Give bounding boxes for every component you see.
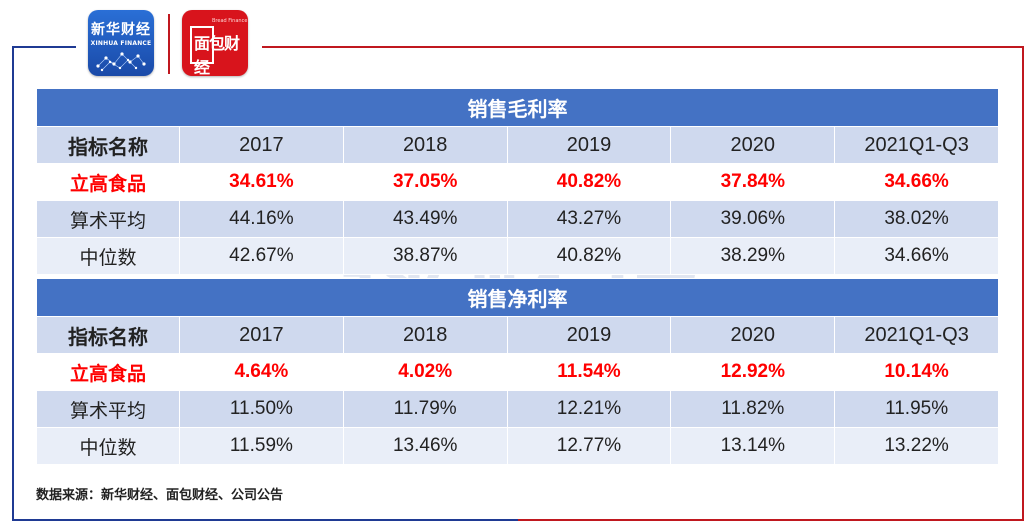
mianbao-logo-frame	[190, 26, 214, 64]
value-cell: 34.66%	[834, 237, 999, 275]
row-label: 算术平均	[36, 200, 180, 238]
network-dots-icon	[96, 52, 146, 72]
header-cell: 指标名称	[36, 316, 180, 354]
value-cell: 11.54%	[506, 353, 672, 391]
table-title: 销售净利率	[36, 278, 999, 317]
table-title-row: 销售净利率	[36, 278, 999, 317]
value-cell: 13.14%	[670, 427, 836, 465]
net-margin-table: 销售净利率 指标名称 2017 2018 2019 2020 2021Q1-Q3…	[36, 278, 999, 465]
mianbao-logo-english: Bread Finance	[212, 18, 248, 24]
gross-margin-table: 销售毛利率 指标名称 2017 2018 2019 2020 2021Q1-Q3…	[36, 88, 999, 275]
row-label: 算术平均	[36, 390, 180, 428]
table-row: 立高食品 34.61% 37.05% 40.82% 37.84% 34.66%	[36, 163, 999, 201]
value-cell: 37.84%	[670, 163, 836, 201]
value-cell: 38.87%	[342, 237, 508, 275]
value-cell: 13.22%	[834, 427, 999, 465]
frame-line-bottom	[12, 519, 1024, 521]
header-cell: 2021Q1-Q3	[834, 126, 999, 164]
value-cell: 10.14%	[834, 353, 999, 391]
table-row: 立高食品 4.64% 4.02% 11.54% 12.92% 10.14%	[36, 353, 999, 391]
value-cell: 4.64%	[179, 353, 344, 391]
value-cell: 11.82%	[670, 390, 836, 428]
header-cell: 2018	[342, 316, 508, 354]
table-header-row: 指标名称 2017 2018 2019 2020 2021Q1-Q3	[36, 126, 999, 164]
header-cell: 2020	[670, 126, 836, 164]
row-label: 中位数	[36, 237, 180, 275]
value-cell: 34.61%	[179, 163, 344, 201]
value-cell: 4.02%	[342, 353, 508, 391]
xinhua-logo-subtitle: XINHUA FINANCE	[90, 40, 152, 47]
header-cell: 2017	[179, 316, 344, 354]
table-row: 中位数 11.59% 13.46% 12.77% 13.14% 13.22%	[36, 427, 999, 465]
header-cell: 2019	[506, 126, 672, 164]
header-cell: 2020	[670, 316, 836, 354]
logo-separator	[168, 14, 170, 74]
header-cell: 2017	[179, 126, 344, 164]
value-cell: 38.02%	[834, 200, 999, 238]
mianbao-finance-logo: Bread Finance 面包财经	[182, 10, 248, 76]
value-cell: 12.92%	[670, 353, 836, 391]
table-title-row: 销售毛利率	[36, 88, 999, 127]
value-cell: 12.77%	[506, 427, 672, 465]
value-cell: 13.46%	[342, 427, 508, 465]
xinhua-finance-logo: 新华财经 XINHUA FINANCE	[88, 10, 154, 76]
frame-line-left	[12, 46, 14, 521]
mianbao-logo-name: 面包财经	[194, 34, 240, 76]
header-cell: 2018	[342, 126, 508, 164]
value-cell: 38.29%	[670, 237, 836, 275]
table-title: 销售毛利率	[36, 88, 999, 127]
table-row: 中位数 42.67% 38.87% 40.82% 38.29% 34.66%	[36, 237, 999, 275]
value-cell: 42.67%	[179, 237, 344, 275]
row-label: 中位数	[36, 427, 180, 465]
value-cell: 40.82%	[506, 237, 672, 275]
header-cell: 指标名称	[36, 126, 180, 164]
value-cell: 12.21%	[506, 390, 672, 428]
value-cell: 43.49%	[342, 200, 508, 238]
table-row: 算术平均 11.50% 11.79% 12.21% 11.82% 11.95%	[36, 390, 999, 428]
value-cell: 34.66%	[834, 163, 999, 201]
value-cell: 11.59%	[179, 427, 344, 465]
table-header-row: 指标名称 2017 2018 2019 2020 2021Q1-Q3	[36, 316, 999, 354]
data-source-note: 数据来源：新华财经、面包财经、公司公告	[36, 488, 284, 503]
value-cell: 11.95%	[834, 390, 999, 428]
value-cell: 37.05%	[342, 163, 508, 201]
value-cell: 40.82%	[506, 163, 672, 201]
value-cell: 11.79%	[342, 390, 508, 428]
row-label: 立高食品	[36, 353, 180, 391]
frame-line-top-left	[12, 46, 76, 48]
frame-line-right	[1022, 46, 1024, 521]
header-cell: 2019	[506, 316, 672, 354]
value-cell: 11.50%	[179, 390, 344, 428]
frame-line-top-right	[262, 46, 1024, 48]
row-label: 立高食品	[36, 163, 180, 201]
value-cell: 44.16%	[179, 200, 344, 238]
table-row: 算术平均 44.16% 43.49% 43.27% 39.06% 38.02%	[36, 200, 999, 238]
value-cell: 43.27%	[506, 200, 672, 238]
value-cell: 39.06%	[670, 200, 836, 238]
xinhua-logo-name: 新华财经	[91, 22, 151, 38]
header-cell: 2021Q1-Q3	[834, 316, 999, 354]
